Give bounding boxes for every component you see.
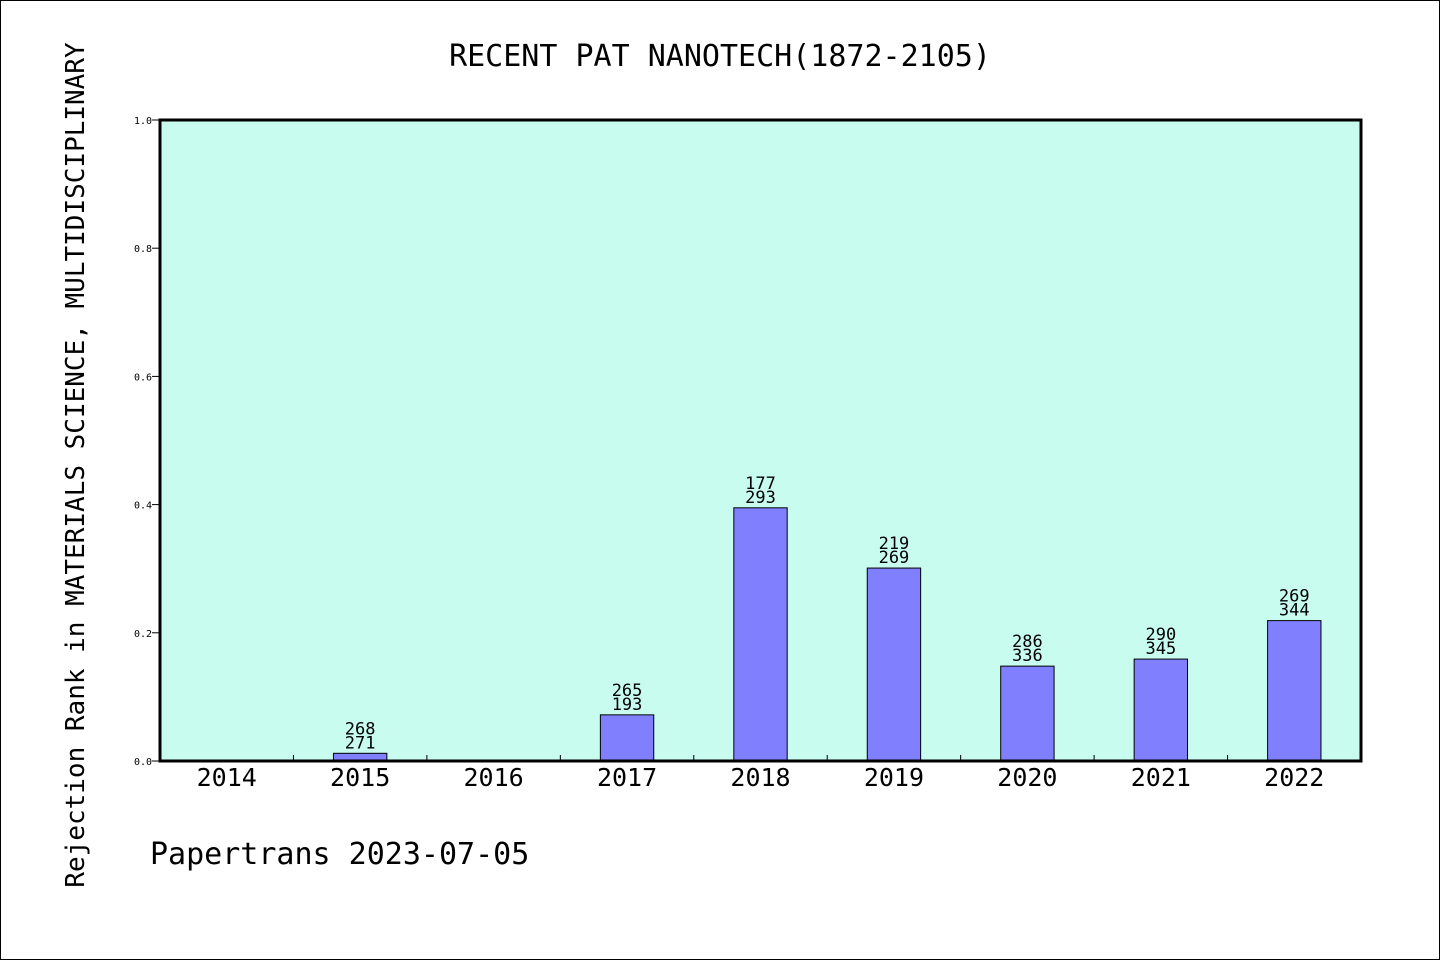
y-tick-label: 0.0 <box>134 757 152 768</box>
y-axis: 0.0 0.2 0.4 0.6 0.8 1.0 <box>134 116 160 768</box>
bar-2019 <box>866 567 922 762</box>
data-label-bottom: 293 <box>745 488 776 508</box>
data-label-bottom: 345 <box>1145 639 1176 659</box>
y-tick-label: 1.0 <box>134 116 152 127</box>
y-tick-label: 0.4 <box>134 501 152 512</box>
x-tick-label: 2022 <box>1264 763 1324 792</box>
x-tick-label: 2021 <box>1131 763 1191 792</box>
data-label-top: 265 <box>612 681 643 701</box>
data-label-top: 219 <box>879 534 910 554</box>
data-label-bottom: 269 <box>879 548 910 568</box>
x-tick-label: 2017 <box>597 763 657 792</box>
y-tick-label: 0.2 <box>134 629 152 640</box>
data-label-top: 269 <box>1279 587 1310 607</box>
bar-2017 <box>599 714 655 762</box>
x-tick-label: 2018 <box>730 763 790 792</box>
data-label-top: 286 <box>1012 632 1043 652</box>
data-label-bottom: 271 <box>345 733 376 753</box>
x-tick-label: 2015 <box>330 763 390 792</box>
bar-2021 <box>1133 658 1189 762</box>
data-label-bottom: 344 <box>1279 601 1310 621</box>
data-label-bottom: 336 <box>1012 646 1043 666</box>
y-axis-label: Rejection Rank in MATERIALS SCIENCE, MUL… <box>61 42 91 888</box>
y-tick-label: 0.6 <box>134 372 152 383</box>
bar-2018 <box>733 507 788 762</box>
x-tick-label: 2014 <box>197 763 257 792</box>
x-axis: 2014 2015 2016 2017 2018 2019 2020 2021 2022 <box>197 755 1324 792</box>
chart-title: RECENT PAT NANOTECH(1872-2105) <box>449 39 991 74</box>
footer-credit: Papertrans 2023-07-05 <box>150 837 529 872</box>
bar-2022 <box>1267 620 1322 762</box>
data-label-bottom: 193 <box>612 695 643 715</box>
x-tick-label: 2019 <box>864 763 924 792</box>
bars-layer <box>332 507 1322 762</box>
data-label-top: 177 <box>745 474 776 494</box>
data-labels-layer: 2682712651931772932192692863362903452693… <box>345 474 1310 754</box>
plot-border <box>158 118 1363 763</box>
y-tick-label: 0.8 <box>134 244 152 255</box>
data-label-top: 268 <box>345 719 376 739</box>
x-tick-label: 2016 <box>464 763 524 792</box>
bar-2020 <box>1000 665 1055 762</box>
data-label-top: 290 <box>1145 625 1176 645</box>
x-tick-label: 2020 <box>997 763 1057 792</box>
